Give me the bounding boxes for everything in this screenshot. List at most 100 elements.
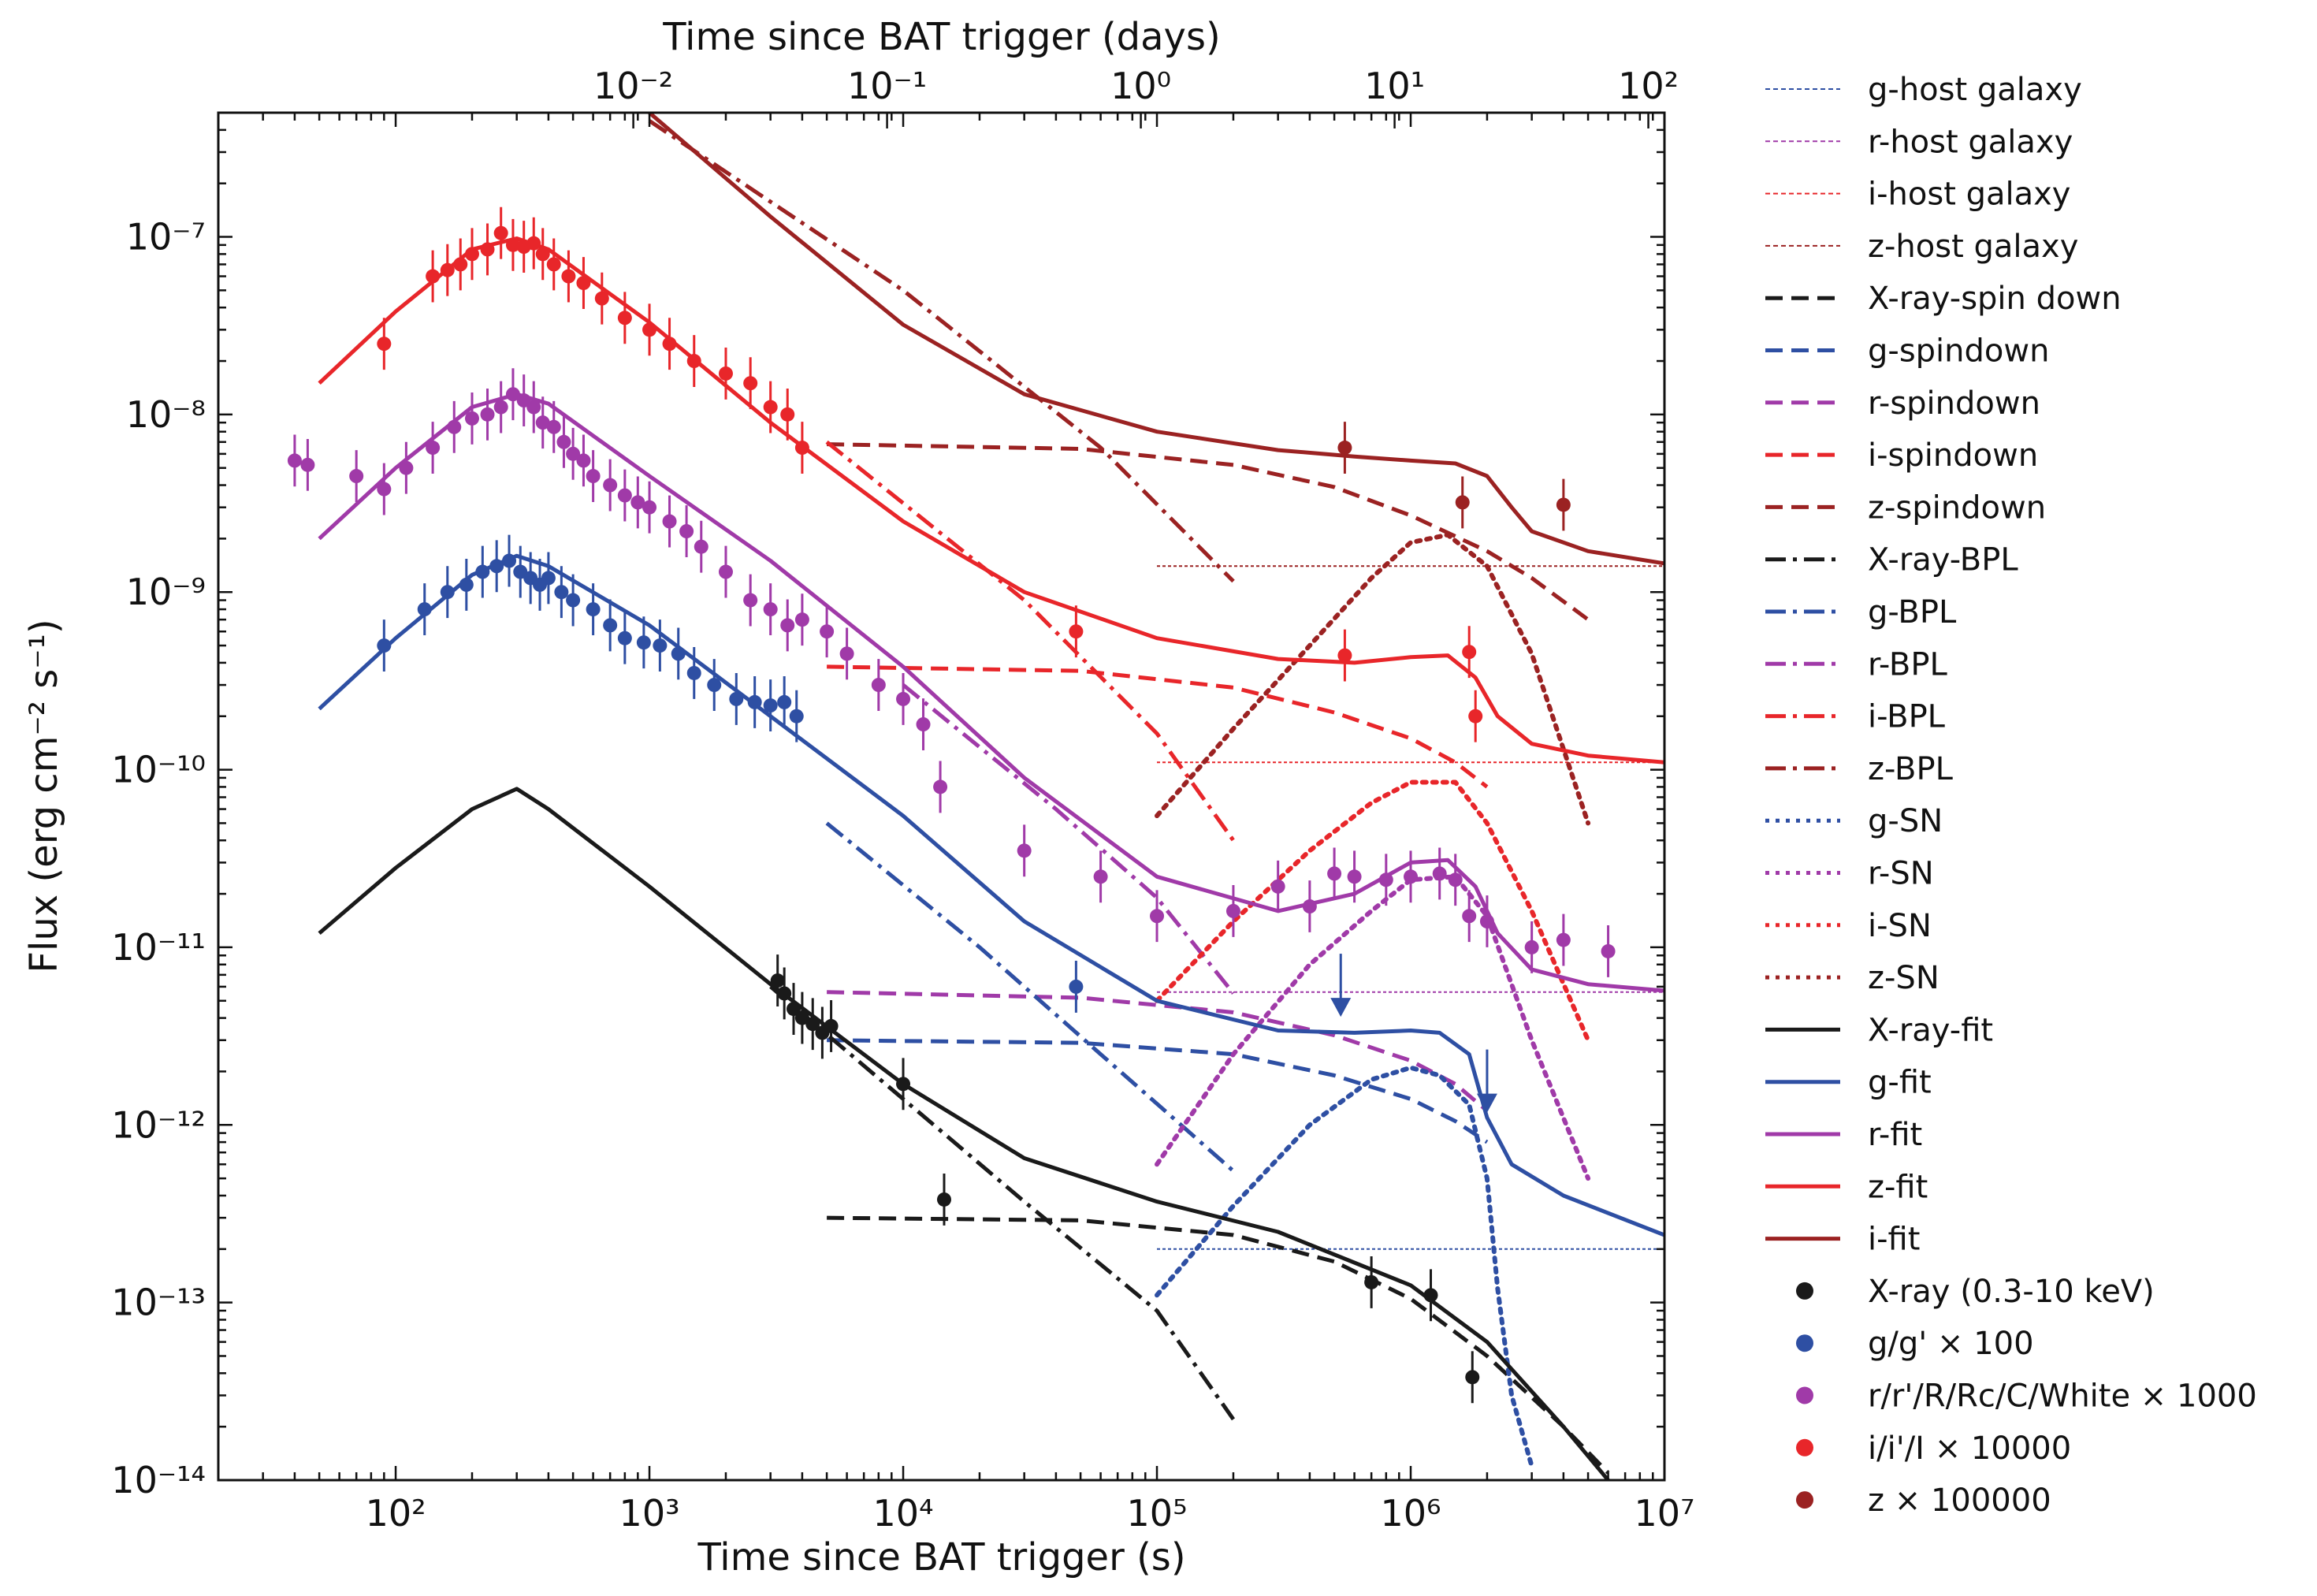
legend-label-g-g-100: g/g' × 100 bbox=[1868, 1326, 2034, 1362]
data-point-r-r-r-rc-c-white-1000 bbox=[556, 434, 571, 449]
data-point-g-g-100 bbox=[671, 646, 686, 661]
data-point-z-100000 bbox=[1337, 441, 1352, 456]
data-point-r-r-r-rc-c-white-1000 bbox=[1448, 872, 1463, 887]
data-point-i-i-i-10000 bbox=[743, 376, 758, 391]
data-point-r-r-r-rc-c-white-1000 bbox=[399, 460, 414, 475]
legend-marker-z-100000 bbox=[1796, 1491, 1813, 1509]
data-point-g-g-100 bbox=[636, 635, 651, 650]
data-point-i-i-i-10000 bbox=[662, 337, 677, 352]
data-point-r-r-r-rc-c-white-1000 bbox=[505, 387, 520, 402]
x2-tick-label: 10⁰ bbox=[1110, 65, 1171, 107]
data-point-i-i-i-10000 bbox=[440, 262, 455, 277]
data-point-i-i-i-10000 bbox=[617, 311, 632, 326]
data-point-x-ray-0-3-10-kev bbox=[1465, 1370, 1480, 1385]
data-point-g-g-100 bbox=[459, 577, 474, 592]
data-point-i-i-i-10000 bbox=[453, 257, 468, 272]
data-point-x-ray-0-3-10-kev bbox=[936, 1192, 951, 1207]
data-point-g-g-100 bbox=[763, 698, 778, 713]
data-point-g-g-100 bbox=[586, 602, 601, 617]
series-line-g-bpl bbox=[825, 821, 1235, 1173]
data-point-r-r-r-rc-c-white-1000 bbox=[426, 441, 441, 456]
data-point-r-r-r-rc-c-white-1000 bbox=[1601, 943, 1616, 958]
data-point-x-ray-0-3-10-kev bbox=[1423, 1288, 1438, 1303]
data-point-r-r-r-rc-c-white-1000 bbox=[1270, 879, 1285, 894]
data-point-i-i-i-10000 bbox=[1337, 648, 1352, 663]
legend-label-z-spindown: z-spindown bbox=[1868, 489, 2046, 526]
data-point-r-r-r-rc-c-white-1000 bbox=[743, 593, 758, 608]
y-axis-title: Flux (erg cm⁻² s⁻¹) bbox=[22, 619, 66, 973]
data-point-i-i-i-10000 bbox=[576, 276, 591, 291]
legend-label-r-sn: r-SN bbox=[1868, 856, 1934, 892]
data-point-g-g-100 bbox=[513, 564, 528, 579]
data-point-g-g-100 bbox=[502, 553, 517, 568]
x2-tick-label: 10² bbox=[1618, 65, 1679, 107]
data-point-r-r-r-rc-c-white-1000 bbox=[1225, 903, 1240, 918]
data-point-i-i-i-10000 bbox=[480, 242, 495, 257]
series-line-g-fit bbox=[318, 553, 1664, 1237]
data-point-r-r-r-rc-c-white-1000 bbox=[933, 779, 948, 794]
legend-label-i-host-galaxy: i-host galaxy bbox=[1868, 177, 2070, 213]
data-point-r-r-r-rc-c-white-1000 bbox=[1150, 909, 1165, 924]
legend-label-r-r-r-rc-c-white-1000: r/r'/R/Rc/C/White × 1000 bbox=[1868, 1378, 2257, 1415]
series-line-i-fit bbox=[648, 113, 1664, 566]
legend-label-g-bpl: g-BPL bbox=[1868, 594, 1957, 631]
data-point-x-ray-0-3-10-kev bbox=[777, 986, 792, 1001]
data-point-r-r-r-rc-c-white-1000 bbox=[1347, 869, 1362, 884]
data-point-g-g-100 bbox=[707, 678, 722, 693]
legend-label-z-fit: z-fit bbox=[1868, 1169, 1928, 1205]
series-line-i-sn bbox=[1155, 779, 1591, 1043]
data-point-x-ray-0-3-10-kev bbox=[794, 1010, 809, 1025]
data-point-i-i-i-10000 bbox=[493, 225, 508, 240]
data-point-i-i-i-10000 bbox=[546, 257, 561, 272]
x-axis-title: Time since BAT trigger (s) bbox=[697, 1535, 1185, 1579]
data-point-r-r-r-rc-c-white-1000 bbox=[694, 539, 708, 554]
legend-label-x-ray-bpl: X-ray-BPL bbox=[1868, 542, 2018, 579]
legend: g-host galaxy r-host galaxy i-host galaxy z… bbox=[1765, 72, 2257, 1519]
data-point-r-r-r-rc-c-white-1000 bbox=[1017, 843, 1032, 858]
data-point-g-g-100 bbox=[566, 593, 581, 608]
legend-label-z-sn: z-SN bbox=[1868, 960, 1940, 996]
series-line-g-spindown bbox=[827, 1038, 1489, 1144]
y-tick-label: 10⁻⁹ bbox=[126, 571, 206, 613]
data-point-i-i-i-10000 bbox=[561, 269, 576, 284]
data-point-g-g-100 bbox=[653, 638, 668, 653]
data-point-i-i-i-10000 bbox=[594, 291, 609, 306]
upper-limit-arrow bbox=[1330, 998, 1352, 1017]
data-point-r-r-r-rc-c-white-1000 bbox=[718, 564, 733, 579]
y-tick-label: 10⁻⁸ bbox=[126, 393, 206, 436]
data-point-i-i-i-10000 bbox=[464, 247, 479, 262]
y-tick-label: 10⁻¹¹ bbox=[111, 926, 206, 969]
legend-label-x-ray-spin-down: X-ray-spin down bbox=[1868, 281, 2122, 317]
data-point-r-r-r-rc-c-white-1000 bbox=[763, 602, 778, 617]
data-point-g-g-100 bbox=[1069, 979, 1084, 994]
data-point-r-r-r-rc-c-white-1000 bbox=[871, 678, 886, 693]
data-point-r-r-r-rc-c-white-1000 bbox=[493, 400, 508, 415]
y-tick-label: 10⁻¹³ bbox=[111, 1282, 206, 1324]
curves-layer bbox=[318, 113, 1664, 1480]
legend-label-x-ray-fit: X-ray-fit bbox=[1868, 1012, 1993, 1048]
x2-tick-label: 10⁻¹ bbox=[847, 65, 927, 107]
legend-label-g-spindown: g-spindown bbox=[1868, 333, 2049, 370]
data-point-g-g-100 bbox=[617, 631, 632, 645]
data-point-i-i-i-10000 bbox=[426, 269, 441, 284]
data-points-layer bbox=[287, 206, 1616, 1404]
legend-label-r-spindown: r-spindown bbox=[1868, 385, 2040, 422]
legend-label-r-host-galaxy: r-host galaxy bbox=[1868, 124, 2073, 160]
data-point-r-r-r-rc-c-white-1000 bbox=[896, 691, 911, 706]
legend-label-z-bpl: z-BPL bbox=[1868, 751, 1954, 787]
x-tick-label: 10⁷ bbox=[1635, 1492, 1695, 1535]
data-point-r-r-r-rc-c-white-1000 bbox=[1524, 939, 1539, 954]
series-line-r-spindown bbox=[827, 990, 1489, 1113]
data-point-r-r-r-rc-c-white-1000 bbox=[447, 419, 462, 434]
data-point-r-r-r-rc-c-white-1000 bbox=[566, 446, 581, 461]
legend-marker-r-r-r-rc-c-white-1000 bbox=[1796, 1386, 1813, 1404]
series-line-x-ray-bpl bbox=[769, 984, 1236, 1421]
data-point-r-r-r-rc-c-white-1000 bbox=[820, 624, 835, 639]
data-point-g-g-100 bbox=[475, 564, 490, 579]
legend-label-i-sn: i-SN bbox=[1868, 908, 1932, 944]
data-point-x-ray-0-3-10-kev bbox=[824, 1018, 839, 1033]
x-tick-label: 10⁴ bbox=[873, 1492, 934, 1535]
data-point-g-g-100 bbox=[789, 709, 804, 724]
x-tick-label: 10² bbox=[366, 1492, 426, 1535]
data-point-g-g-100 bbox=[747, 694, 762, 709]
